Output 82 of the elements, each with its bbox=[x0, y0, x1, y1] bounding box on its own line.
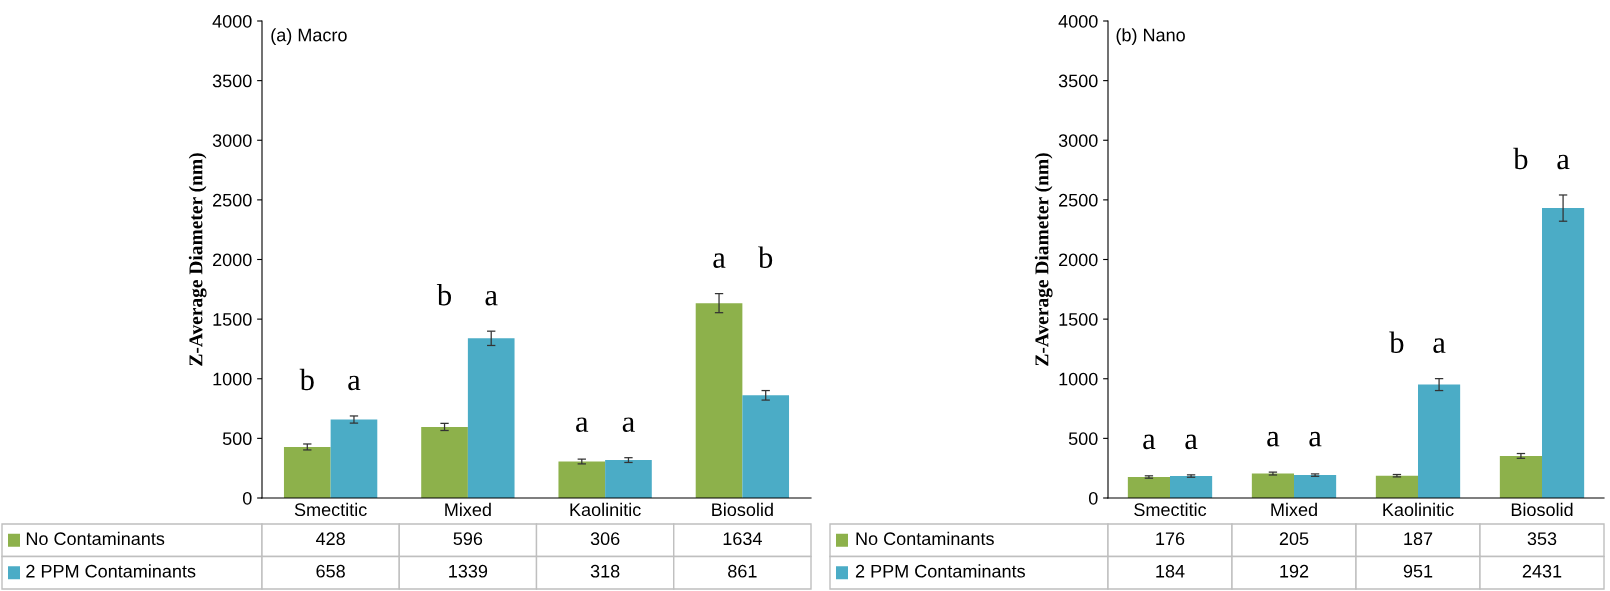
annotation: b bbox=[299, 368, 314, 391]
x-tick-label: Smectitic bbox=[294, 502, 367, 517]
bar bbox=[283, 446, 331, 498]
data-label: 187 bbox=[1404, 532, 1433, 546]
bar bbox=[1542, 208, 1585, 498]
data-label: 353 bbox=[1527, 532, 1557, 546]
annotation: a bbox=[1309, 431, 1322, 447]
bar bbox=[1127, 477, 1170, 498]
data-label: 192 bbox=[1280, 564, 1309, 578]
bar bbox=[695, 303, 743, 498]
y-tick-label: 2500 bbox=[1059, 193, 1098, 207]
annotation: b bbox=[758, 246, 773, 268]
y-axis-title: Z-Average Diameter (nm) bbox=[188, 153, 207, 366]
annotation: a bbox=[348, 375, 361, 391]
bar bbox=[1294, 475, 1337, 498]
annotation: b bbox=[1513, 147, 1528, 170]
y-tick-label: 2500 bbox=[213, 193, 252, 207]
bar bbox=[1375, 475, 1418, 498]
data-label: 306 bbox=[590, 532, 620, 546]
x-tick-label: Mixed bbox=[445, 502, 491, 517]
annotation: b bbox=[436, 284, 452, 306]
y-tick-label: 0 bbox=[242, 491, 252, 505]
legend-label: No Contaminants bbox=[26, 531, 165, 546]
bar bbox=[1251, 473, 1294, 498]
y-axis-title: Z-Average Diameter (nm) bbox=[1034, 153, 1053, 366]
data-label: 176 bbox=[1156, 532, 1185, 546]
bar bbox=[605, 460, 652, 498]
legend-label: 2 PPM Contaminants bbox=[855, 564, 1025, 578]
bar bbox=[467, 338, 515, 498]
chart-title: (a) Macro bbox=[271, 28, 347, 45]
data-label: 2431 bbox=[1522, 564, 1562, 578]
data-label: 658 bbox=[316, 564, 345, 578]
annotation: a bbox=[576, 417, 589, 433]
x-tick-label: Biosolid bbox=[1511, 502, 1573, 517]
x-tick-label: Smectitic bbox=[1134, 502, 1207, 517]
y-tick-label: 1500 bbox=[1059, 313, 1098, 326]
annotation: a bbox=[1433, 338, 1446, 353]
legend-label: 2 PPM Contaminants bbox=[26, 564, 196, 578]
bar bbox=[1418, 384, 1461, 498]
y-tick-label: 500 bbox=[222, 432, 252, 446]
annotation: a bbox=[485, 290, 498, 306]
annotation: a bbox=[1557, 154, 1570, 170]
y-tick-label: 4000 bbox=[1058, 14, 1098, 28]
bar bbox=[558, 461, 606, 498]
x-tick-label: Mixed bbox=[1271, 502, 1317, 517]
data-label: 428 bbox=[315, 532, 345, 546]
annotation: b bbox=[1389, 331, 1404, 353]
x-tick-label: Kaolinitic bbox=[570, 502, 641, 517]
y-tick-label: 3000 bbox=[212, 134, 252, 147]
y-tick-label: 3500 bbox=[212, 74, 252, 88]
annotation: a bbox=[1143, 434, 1156, 450]
data-label: 1339 bbox=[449, 564, 488, 578]
y-tick-label: 2000 bbox=[213, 253, 252, 267]
annotation: a bbox=[713, 253, 726, 268]
y-tick-label: 1500 bbox=[213, 313, 252, 326]
data-label: 861 bbox=[728, 564, 757, 578]
data-label: 184 bbox=[1156, 564, 1185, 578]
bar bbox=[421, 426, 468, 498]
bar bbox=[742, 395, 790, 498]
annotation: a bbox=[1267, 431, 1280, 447]
y-tick-label: 2000 bbox=[1059, 253, 1098, 267]
legend-label: No Contaminants bbox=[856, 531, 994, 546]
y-tick-label: 1000 bbox=[213, 372, 252, 386]
y-tick-label: 1000 bbox=[1059, 372, 1098, 386]
data-label: 318 bbox=[590, 564, 620, 578]
y-tick-label: 4000 bbox=[212, 14, 252, 28]
bar bbox=[1499, 455, 1542, 498]
y-tick-label: 0 bbox=[1088, 491, 1098, 505]
data-label: 1634 bbox=[723, 532, 762, 546]
bar bbox=[330, 419, 378, 498]
chart-title: (b) Nano bbox=[1116, 28, 1185, 45]
x-tick-label: Kaolinitic bbox=[1383, 502, 1454, 517]
bar bbox=[1170, 476, 1213, 498]
y-tick-label: 500 bbox=[1068, 432, 1098, 446]
x-tick-label: Biosolid bbox=[712, 502, 773, 517]
annotation: a bbox=[622, 417, 635, 433]
y-tick-label: 3500 bbox=[1058, 74, 1098, 88]
data-label: 596 bbox=[453, 532, 483, 546]
y-tick-label: 3000 bbox=[1058, 134, 1098, 147]
data-label: 205 bbox=[1279, 532, 1309, 546]
data-label: 951 bbox=[1403, 564, 1433, 578]
annotation: a bbox=[1185, 434, 1198, 450]
